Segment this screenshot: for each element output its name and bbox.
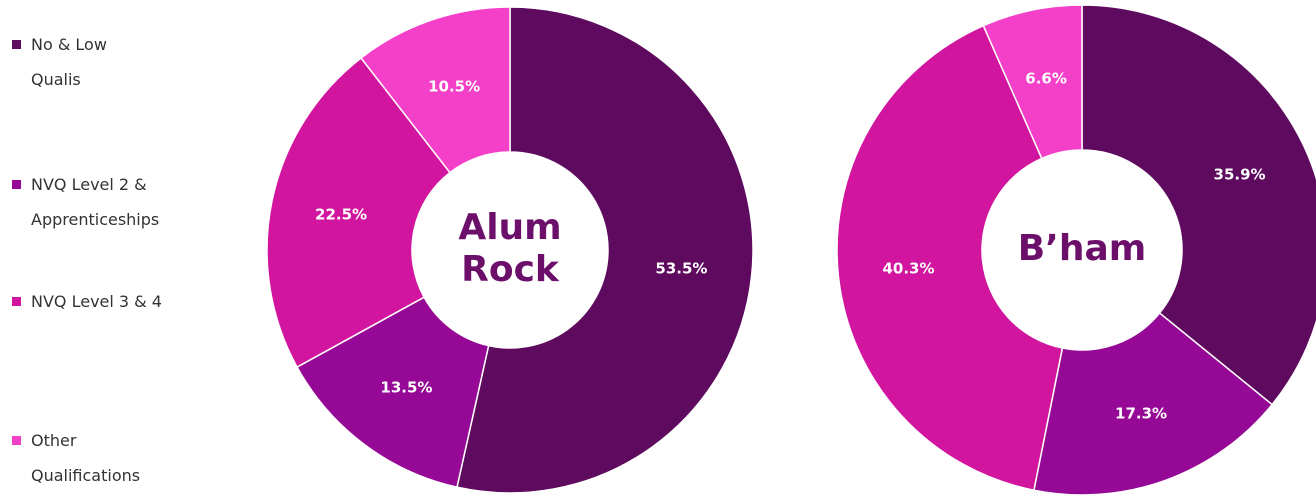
legend-label: NVQ Level 3 & 4	[31, 292, 162, 311]
legend-label: No & Low Qualis	[31, 35, 107, 89]
donut-segment	[266, 56, 451, 369]
chart-title: B’ham	[1018, 228, 1147, 269]
legend-item: Other Qualifications	[12, 423, 171, 493]
legend-swatch	[12, 180, 21, 189]
legend-label: NVQ Level 2 & Apprenticeships	[31, 175, 160, 229]
title-line: B’ham	[1018, 228, 1147, 269]
donut-segment	[982, 4, 1083, 160]
data-label: 6.6%	[1025, 70, 1067, 88]
data-label: 10.5%	[428, 77, 480, 95]
data-label: 22.5%	[315, 206, 367, 224]
chart-title: Alum Rock	[458, 207, 561, 290]
legend-swatch	[12, 436, 21, 445]
data-label: 40.3%	[882, 259, 934, 277]
donut-segment	[296, 296, 490, 489]
legend-label: Other Qualifications	[31, 431, 141, 485]
legend-swatch	[12, 40, 21, 49]
title-line: Alum	[458, 207, 561, 248]
legend-item: No & Low Qualis	[12, 27, 141, 97]
data-label: 53.5%	[655, 259, 707, 277]
legend-item: NVQ Level 2 & Apprenticeships	[12, 167, 211, 237]
donut-segment	[1032, 312, 1274, 496]
donut-segment	[360, 6, 511, 174]
donut-segment	[456, 6, 754, 494]
title-line: Rock	[461, 249, 560, 290]
data-label: 13.5%	[380, 378, 432, 396]
data-label: 17.3%	[1115, 405, 1167, 423]
data-label: 35.9%	[1214, 166, 1266, 184]
donut-segment	[1081, 4, 1316, 406]
legend-swatch	[12, 297, 21, 306]
legend-item: NVQ Level 3 & 4	[12, 284, 211, 319]
donut-segment	[836, 24, 1064, 492]
